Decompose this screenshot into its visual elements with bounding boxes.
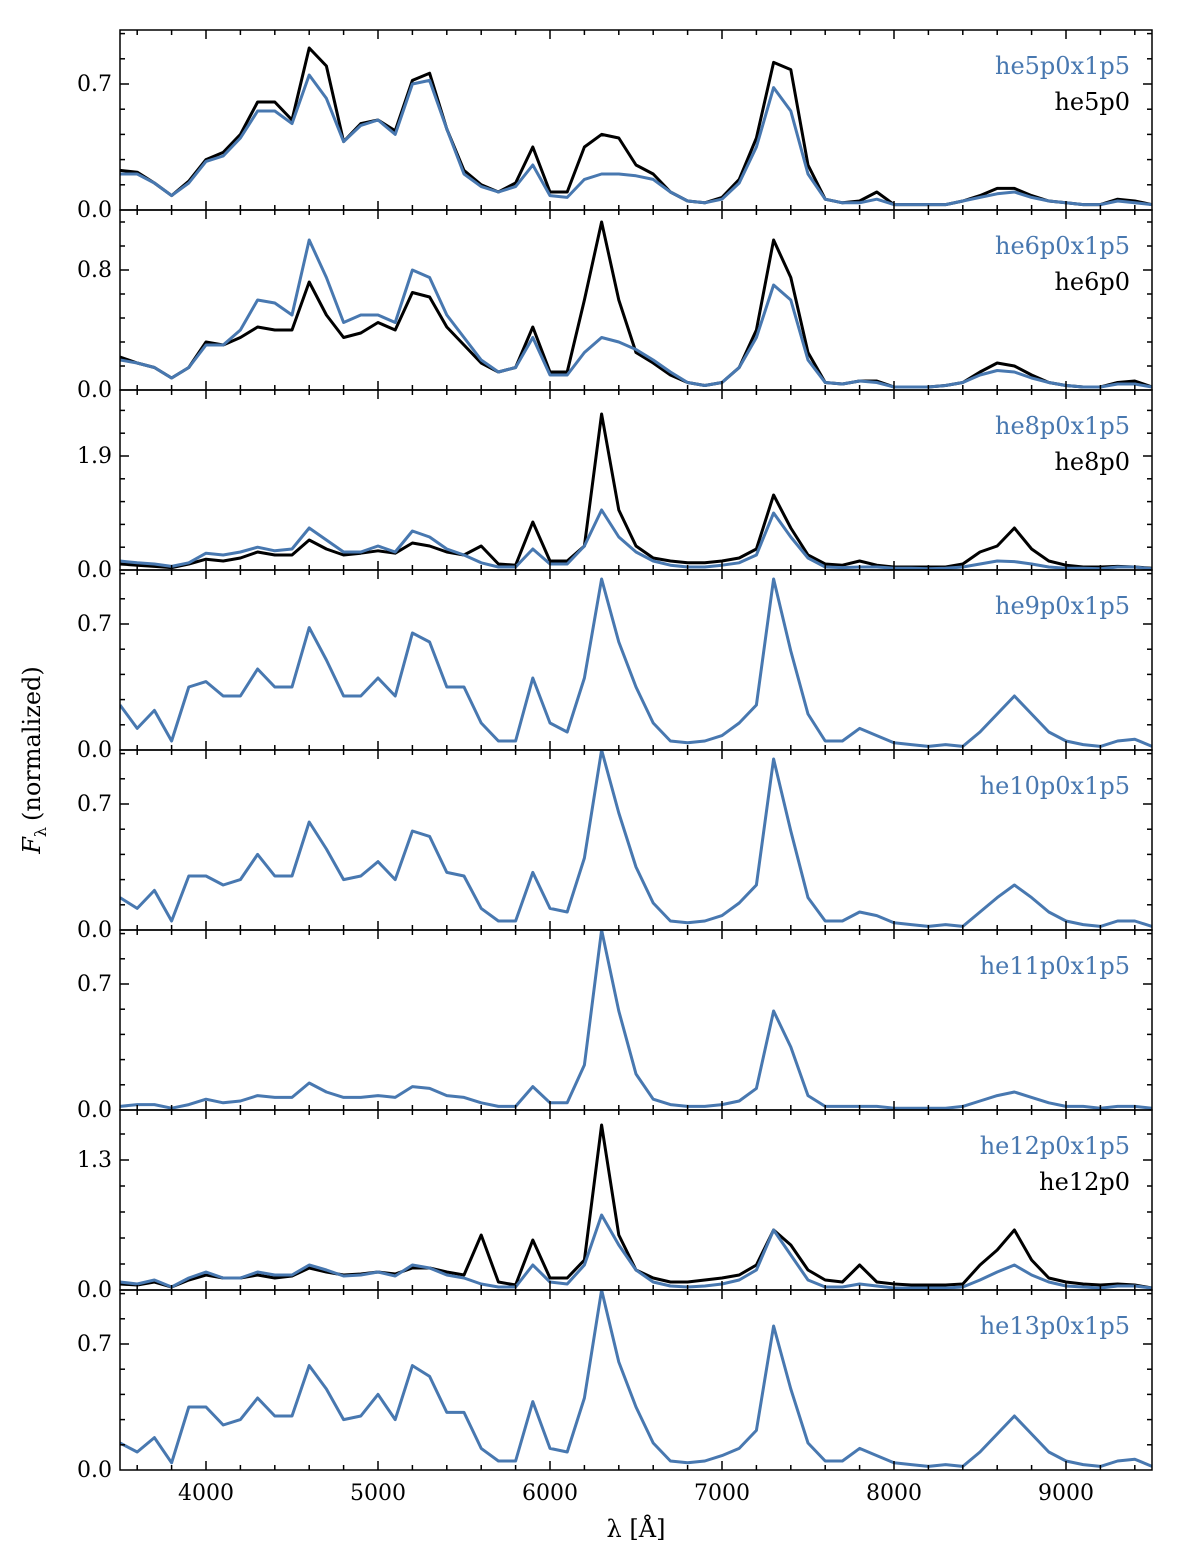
- series-line-he10p0x1p5: [120, 750, 1152, 928]
- x-axis-label: λ [Å]: [607, 1514, 666, 1543]
- legend-entry-he11p0x1p5: he11p0x1p5: [980, 952, 1130, 980]
- legend-entry-he12p0: he12p0: [1039, 1168, 1130, 1196]
- y-tick-label: 0.0: [77, 1098, 112, 1123]
- legend-entry-he8p0x1p5: he8p0x1p5: [995, 412, 1130, 440]
- y-axis-label: Fλ (normalized): [18, 666, 50, 855]
- y-tick-label: 0.7: [77, 72, 112, 97]
- x-tick-label: 5000: [350, 1481, 406, 1506]
- legend-entry-he10p0x1p5: he10p0x1p5: [980, 772, 1130, 800]
- series-line-he9p0x1p5: [120, 577, 1152, 748]
- legend-entry-he6p0: he6p0: [1054, 268, 1130, 296]
- legend-entry-he12p0x1p5: he12p0x1p5: [980, 1132, 1130, 1160]
- legend-entry-he13p0x1p5: he13p0x1p5: [980, 1312, 1130, 1340]
- panel-frame: [119, 1289, 1153, 1471]
- y-tick-label: 0.0: [77, 378, 112, 403]
- y-tick-label: 0.0: [77, 1278, 112, 1303]
- series-line-he8p0: [120, 412, 1152, 570]
- panels: 0.0 0.7 he5p0x1p5 he5p0 0.0 0.8 he6p0x1p5 he6p0…: [77, 29, 1153, 1483]
- series-line-he12p0x1p5: [120, 1213, 1152, 1290]
- y-tick-label: 0.0: [77, 558, 112, 583]
- y-tick-label: 0.0: [77, 198, 112, 223]
- series-line-he11p0x1p5: [120, 930, 1152, 1110]
- panel-4: 0.0 0.7 he9p0x1p5: [77, 569, 1153, 763]
- x-tick-label: 9000: [1038, 1481, 1094, 1506]
- y-axis-label-text: (normalized): [18, 666, 46, 821]
- y-tick-label: 1.3: [77, 1148, 112, 1173]
- x-tick-labels: 4000 5000 6000 7000 8000 9000: [178, 1481, 1094, 1506]
- series-line-he8p0x1p5: [120, 508, 1152, 570]
- panel-1: 0.0 0.7 he5p0x1p5 he5p0: [77, 29, 1153, 223]
- series-line-he6p0: [120, 220, 1152, 389]
- y-tick-label: 0.0: [77, 738, 112, 763]
- panel-8: 0.0 0.7 he13p0x1p5: [77, 1289, 1153, 1483]
- panel-5: 0.0 0.7 he10p0x1p5: [77, 749, 1153, 943]
- panel-3: 0.0 1.9 he8p0x1p5 he8p0: [77, 389, 1153, 583]
- y-axis-label-symbol: F: [18, 836, 46, 855]
- y-tick-label: 0.7: [77, 972, 112, 997]
- x-tick-label: 4000: [178, 1481, 234, 1506]
- panel-7: 0.0 1.3 he12p0x1p5 he12p0: [77, 1109, 1153, 1303]
- legend-entry-he5p0x1p5: he5p0x1p5: [995, 52, 1130, 80]
- legend-entry-he5p0: he5p0: [1054, 88, 1130, 116]
- y-tick-label: 0.0: [77, 1458, 112, 1483]
- y-tick-label: 0.0: [77, 918, 112, 943]
- legend-entry-he6p0x1p5: he6p0x1p5: [995, 232, 1130, 260]
- x-tick-label: 6000: [522, 1481, 578, 1506]
- series-line-he5p0x1p5: [120, 73, 1152, 207]
- y-tick-label: 0.7: [77, 1332, 112, 1357]
- legend-entry-he9p0x1p5: he9p0x1p5: [995, 592, 1130, 620]
- x-tick-label: 7000: [694, 1481, 750, 1506]
- y-tick-label: 0.7: [77, 612, 112, 637]
- y-tick-label: 0.8: [77, 258, 112, 283]
- y-tick-label: 1.9: [77, 444, 112, 469]
- series-line-he13p0x1p5: [120, 1290, 1152, 1468]
- panel-2: 0.0 0.8 he6p0x1p5 he6p0: [77, 209, 1153, 403]
- legend-entry-he8p0: he8p0: [1054, 448, 1130, 476]
- y-axis-label-subscript: λ: [31, 827, 50, 837]
- x-tick-label: 8000: [866, 1481, 922, 1506]
- panel-6: 0.0 0.7 he11p0x1p5: [77, 929, 1153, 1123]
- y-tick-label: 0.7: [77, 792, 112, 817]
- series-line-he6p0x1p5: [120, 238, 1152, 389]
